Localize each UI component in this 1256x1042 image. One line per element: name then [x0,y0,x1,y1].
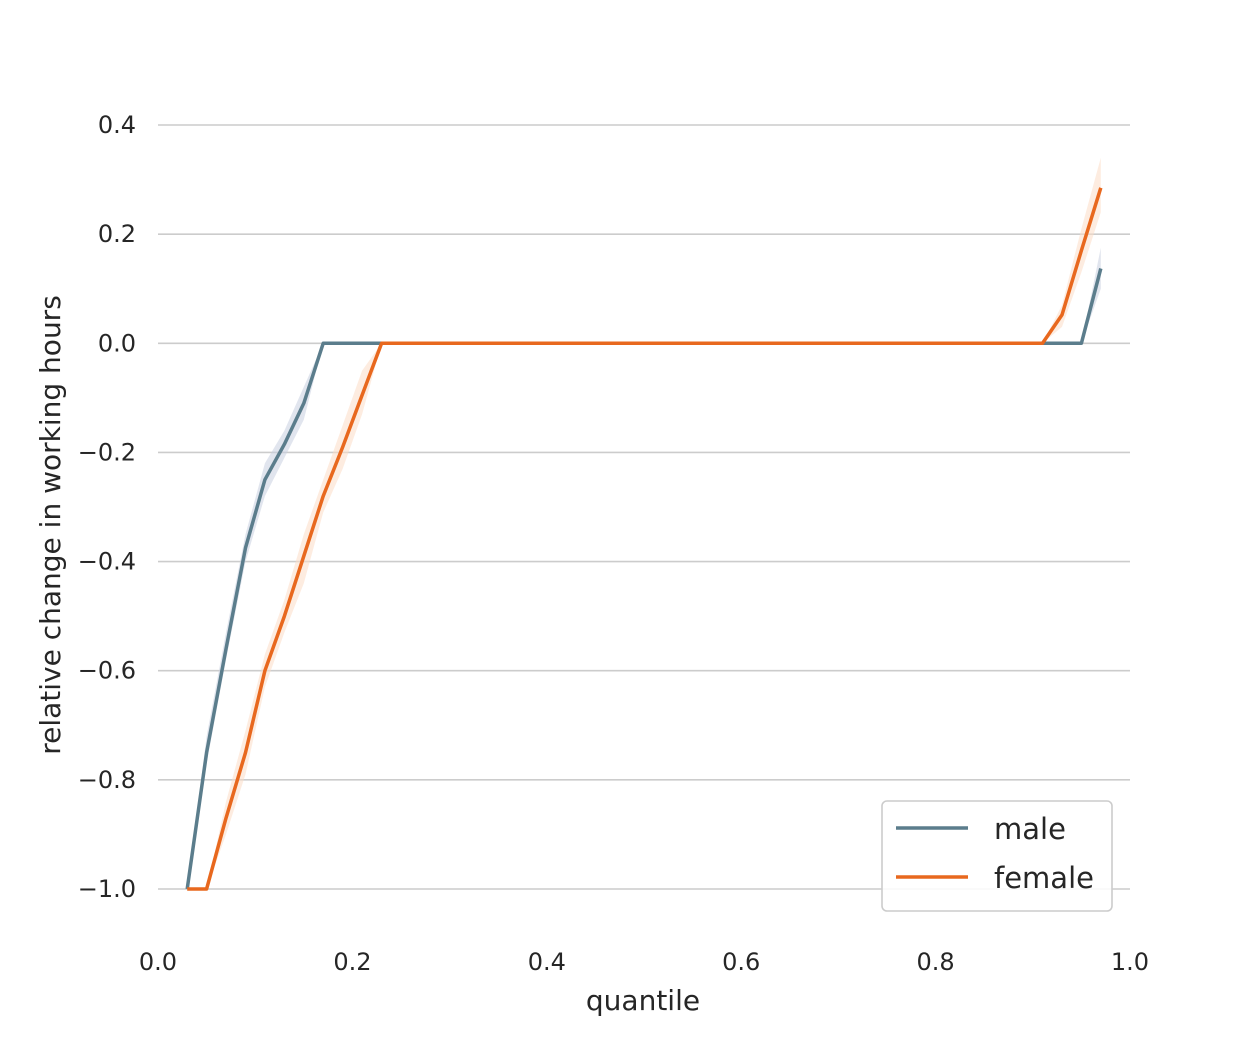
y-tick-label: −1.0 [78,875,136,903]
x-tick-label: 1.0 [1111,948,1149,976]
y-tick-label: −0.2 [78,438,136,466]
x-tick-label: 0.8 [917,948,955,976]
x-tick-label: 0.0 [139,948,177,976]
y-tick-labels: 0.4 0.2 0.0 −0.2 −0.4 −0.6 −0.8 −1.0 [78,111,136,903]
y-tick-label: −0.4 [78,548,136,576]
y-tick-label: −0.6 [78,657,136,685]
y-tick-label: −0.8 [78,766,136,794]
y-axis-label: relative change in working hours [34,295,67,755]
y-tick-label: 0.4 [98,111,136,139]
legend-label-male: male [994,812,1066,846]
grid-lines [158,124,1130,890]
y-tick-label: 0.2 [98,220,136,248]
y-tick-label: 0.0 [98,329,136,357]
x-tick-label: 0.2 [333,948,371,976]
series-line-male [185,268,1103,890]
x-axis-label: quantile [586,984,700,1017]
x-tick-label: 0.6 [722,948,760,976]
legend-label-female: female [994,861,1094,895]
x-tick-labels: 0.0 0.2 0.4 0.6 0.8 1.0 [139,948,1149,976]
x-tick-label: 0.4 [528,948,566,976]
legend: male female [881,800,1113,912]
series-lines [185,187,1103,891]
series-line-female [187,187,1103,891]
